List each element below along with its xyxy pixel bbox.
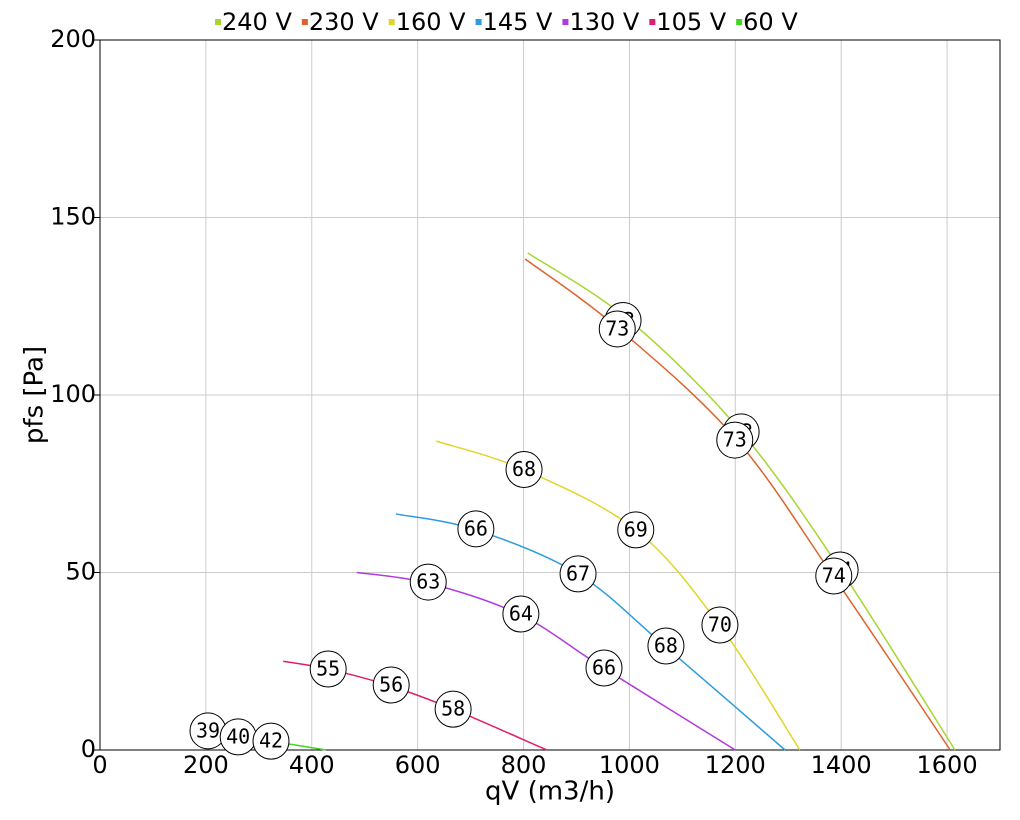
level-label: 70 [708, 613, 732, 637]
y-axis-label: pfs [Pa] [20, 346, 50, 444]
legend-swatch [301, 19, 308, 25]
level-label: 73 [605, 316, 629, 340]
level-marker: 64 [502, 595, 540, 633]
level-marker: 66 [457, 510, 495, 548]
y-tick-label: 50 [65, 558, 96, 586]
plot-frame [99, 39, 1001, 751]
level-marker: 73 [716, 421, 754, 459]
level-marker: 70 [701, 606, 739, 644]
x-tick-label: 1000 [599, 751, 660, 779]
x-tick-label: 200 [183, 751, 229, 779]
legend-label: 130 V [569, 8, 639, 36]
legend-swatch [562, 19, 569, 25]
level-circle [434, 690, 472, 728]
x-tick-label: 800 [501, 751, 547, 779]
level-circle [585, 649, 623, 687]
legend-label: 60 V [743, 8, 798, 36]
level-circle [559, 555, 597, 593]
level-marker: 68 [505, 451, 543, 489]
level-marker: 73 [598, 310, 636, 348]
level-label: 39 [196, 718, 220, 742]
legend-label: 105 V [656, 8, 726, 36]
legend-label: 160 V [396, 8, 466, 36]
level-label: 40 [226, 724, 250, 748]
curve [356, 571, 736, 751]
level-circle [701, 606, 739, 644]
level-circle [457, 510, 495, 548]
x-tick-label: 600 [395, 751, 441, 779]
level-circle [252, 722, 290, 760]
level-circle [815, 557, 853, 595]
level-label: 68 [654, 633, 678, 657]
level-label: 68 [512, 457, 536, 481]
level-circle [309, 650, 347, 688]
x-tick-label: 1400 [811, 751, 872, 779]
level-label: 67 [566, 561, 590, 585]
level-label: 66 [592, 655, 616, 679]
level-circle [617, 511, 655, 549]
level-marker: 67 [559, 555, 597, 593]
level-label: 64 [509, 602, 533, 626]
level-circle [505, 451, 543, 489]
level-marker: 40 [219, 718, 257, 756]
legend-label: 240 V [222, 8, 292, 36]
level-circle [409, 563, 447, 601]
legend-label: 145 V [483, 8, 553, 36]
level-marker: 68 [647, 627, 685, 665]
level-marker: 55 [309, 650, 347, 688]
x-tick-label: 1200 [705, 751, 766, 779]
legend-swatch [475, 19, 482, 25]
level-label: 73 [723, 428, 747, 452]
curve [435, 440, 801, 751]
level-marker: 42 [252, 722, 290, 760]
level-label: 74 [822, 564, 846, 588]
x-tick-label: 0 [92, 751, 107, 779]
legend-swatch [388, 19, 395, 25]
y-tick-label: 200 [50, 25, 96, 53]
x-tick-label: 1600 [917, 751, 978, 779]
level-circle [716, 421, 754, 459]
legend-swatch [736, 19, 743, 25]
x-axis-label: qV (m3/h) [485, 777, 615, 807]
legend-label: 230 V [309, 8, 379, 36]
y-tick-label: 100 [50, 380, 96, 408]
level-label: 66 [464, 516, 488, 540]
level-label: 58 [441, 697, 465, 721]
level-marker: 39 [189, 712, 227, 750]
level-marker: 69 [617, 511, 655, 549]
legend-swatch [215, 19, 221, 25]
y-tick-label: 0 [81, 735, 96, 763]
level-label: 56 [379, 673, 403, 697]
level-circle [372, 666, 410, 704]
level-circle [647, 627, 685, 665]
level-circle [598, 310, 636, 348]
level-marker: 63 [409, 563, 447, 601]
level-label: 69 [624, 517, 648, 541]
level-label: 55 [316, 657, 340, 681]
legend-swatch [649, 19, 656, 25]
x-tick-label: 400 [289, 751, 335, 779]
level-label: 63 [416, 570, 440, 594]
level-circle [502, 595, 540, 633]
level-marker: 56 [372, 666, 410, 704]
level-label: 42 [259, 729, 283, 753]
level-marker: 66 [585, 649, 623, 687]
level-marker: 74 [815, 557, 853, 595]
y-tick-label: 150 [50, 203, 96, 231]
level-marker: 58 [434, 690, 472, 728]
